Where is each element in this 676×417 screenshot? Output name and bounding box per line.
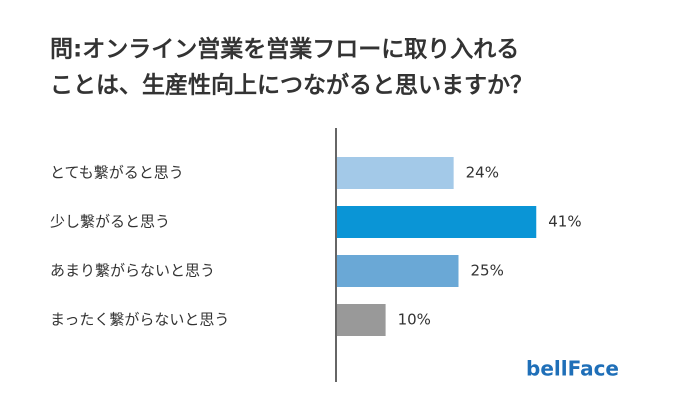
bar [337,255,459,287]
value-label: 10% [398,311,431,329]
category-label: 少し繋がると思う [50,213,170,231]
bar [337,304,386,336]
value-label: 41% [548,213,581,231]
bar [337,206,537,238]
category-label: まったく繋がらないと思う [50,311,229,329]
category-label: とても繋がると思う [50,164,184,182]
chart-title: ことは、生産性向上につながると思いますか？ [50,72,533,99]
value-label: 25% [471,262,504,280]
bar [337,157,454,189]
category-label: あまり繋がらないと思う [50,262,215,280]
chart-title: 問:オンライン営業を営業フローに取り入れる [50,36,519,63]
value-label: 24% [466,164,499,182]
logo: bellFace [526,357,619,381]
